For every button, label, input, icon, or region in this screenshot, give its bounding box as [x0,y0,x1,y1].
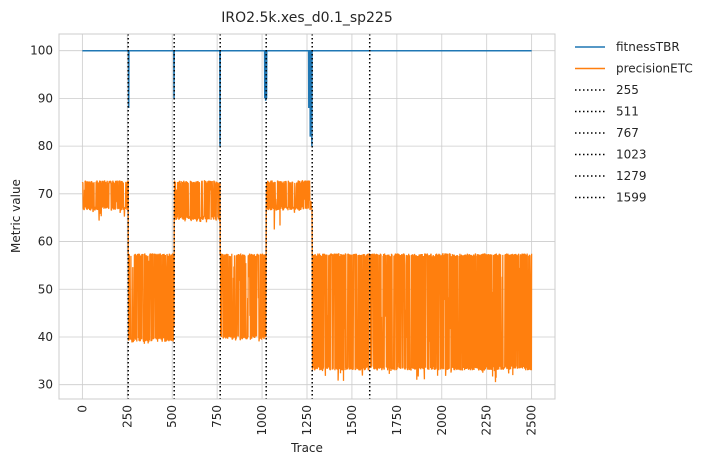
legend-label: 1599 [616,191,647,205]
y-tick-label: 60 [38,235,53,249]
y-tick-label: 100 [30,44,53,58]
y-tick-label: 30 [38,378,53,392]
chart-title: IRO2.5k.xes_d0.1_sp225 [221,10,393,26]
y-tick-labels: 30 40 50 60 70 80 90 100 [30,44,53,392]
x-tick-label: 0 [75,405,89,413]
x-tick-label: 250 [120,405,134,428]
y-tick-label: 80 [38,139,53,153]
x-tick-label: 2000 [435,405,449,436]
vline-layer [127,34,371,399]
x-tick-label: 1500 [345,405,359,436]
x-tick-label: 2500 [525,405,539,436]
legend-label: fitnessTBR [616,40,680,54]
x-tick-label: 1750 [390,405,404,436]
x-axis-title: Trace [290,441,323,455]
y-axis-title: Metric value [9,179,23,253]
legend: fitnessTBR precisionETC 255 511 767 1023 1279 1… [575,40,693,205]
series-line-precisionETC [81,179,533,383]
y-tick-label: 70 [38,187,53,201]
legend-label: precisionETC [616,62,693,76]
x-tick-label: 750 [210,405,224,428]
y-tick-label: 90 [38,91,53,105]
legend-label: 511 [616,105,639,119]
y-tick-label: 40 [38,330,53,344]
x-tick-label: 2250 [480,405,494,436]
x-tick-label: 1000 [255,405,269,436]
legend-label: 767 [616,126,639,140]
plot-frame [58,33,556,400]
x-tick-label: 500 [165,405,179,428]
x-tick-label: 1250 [300,405,314,436]
x-tick-labels: 0 250 500 750 1000 1250 1500 1750 2000 2250 2500 [75,405,538,436]
legend-label: 1279 [616,169,647,183]
legend-label: 1023 [616,148,647,162]
legend-label: 255 [616,83,639,97]
y-tick-label: 50 [38,282,53,296]
